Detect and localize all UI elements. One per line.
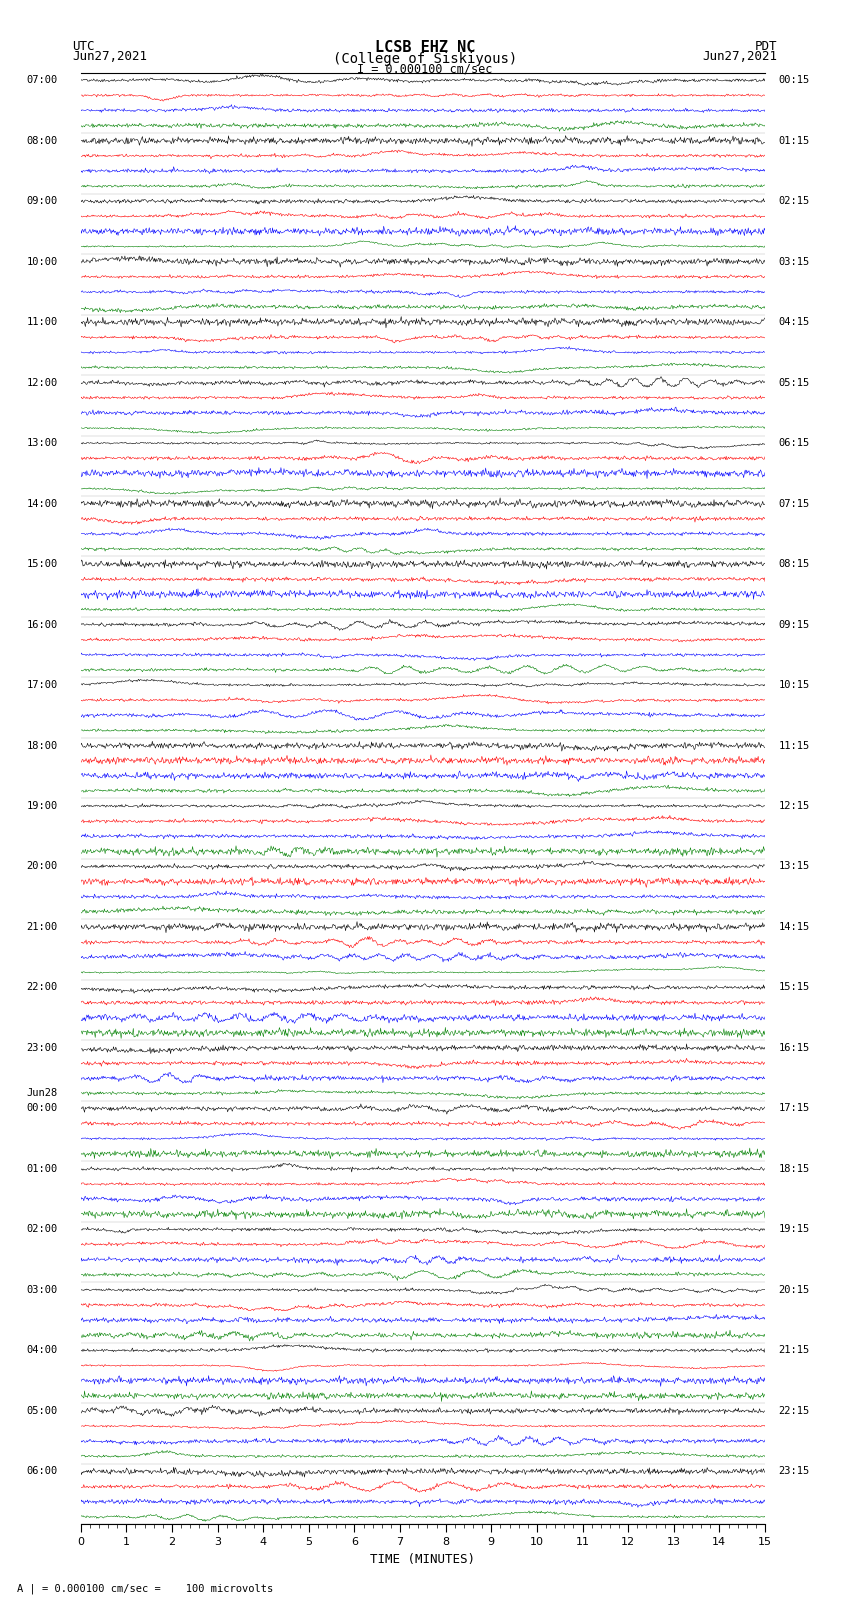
Text: 05:15: 05:15: [779, 377, 810, 387]
Text: 10:00: 10:00: [26, 256, 58, 266]
Text: 16:00: 16:00: [26, 619, 58, 629]
Text: 11:15: 11:15: [779, 740, 810, 750]
Text: 19:15: 19:15: [779, 1224, 810, 1234]
Text: A | = 0.000100 cm/sec =    100 microvolts: A | = 0.000100 cm/sec = 100 microvolts: [17, 1582, 273, 1594]
Text: 06:15: 06:15: [779, 439, 810, 448]
Text: 01:00: 01:00: [26, 1165, 58, 1174]
Text: 04:00: 04:00: [26, 1345, 58, 1355]
Text: 08:00: 08:00: [26, 135, 58, 145]
Text: 22:00: 22:00: [26, 982, 58, 992]
Text: 22:15: 22:15: [779, 1407, 810, 1416]
Text: 00:00: 00:00: [26, 1103, 58, 1113]
Text: 20:15: 20:15: [779, 1286, 810, 1295]
Text: 23:15: 23:15: [779, 1466, 810, 1476]
Text: 09:15: 09:15: [779, 619, 810, 629]
Text: 05:00: 05:00: [26, 1407, 58, 1416]
Text: 21:00: 21:00: [26, 923, 58, 932]
X-axis label: TIME (MINUTES): TIME (MINUTES): [371, 1553, 475, 1566]
Text: 02:00: 02:00: [26, 1224, 58, 1234]
Text: Jun27,2021: Jun27,2021: [72, 50, 147, 63]
Text: (College of Siskiyous): (College of Siskiyous): [333, 52, 517, 66]
Text: 17:15: 17:15: [779, 1103, 810, 1113]
Text: 13:15: 13:15: [779, 861, 810, 871]
Text: 23:00: 23:00: [26, 1044, 58, 1053]
Text: Jun27,2021: Jun27,2021: [703, 50, 778, 63]
Text: 07:15: 07:15: [779, 498, 810, 508]
Text: 20:00: 20:00: [26, 861, 58, 871]
Text: 13:00: 13:00: [26, 439, 58, 448]
Text: PDT: PDT: [756, 40, 778, 53]
Text: 17:00: 17:00: [26, 681, 58, 690]
Text: I = 0.000100 cm/sec: I = 0.000100 cm/sec: [357, 63, 493, 76]
Text: 01:15: 01:15: [779, 135, 810, 145]
Text: 14:15: 14:15: [779, 923, 810, 932]
Text: LCSB EHZ NC: LCSB EHZ NC: [375, 40, 475, 55]
Text: 10:15: 10:15: [779, 681, 810, 690]
Text: 15:00: 15:00: [26, 560, 58, 569]
Text: 07:00: 07:00: [26, 76, 58, 85]
Text: 12:00: 12:00: [26, 377, 58, 387]
Text: UTC: UTC: [72, 40, 94, 53]
Text: 15:15: 15:15: [779, 982, 810, 992]
Text: 18:00: 18:00: [26, 740, 58, 750]
Text: Jun28: Jun28: [26, 1089, 58, 1098]
Text: 09:00: 09:00: [26, 197, 58, 206]
Text: 14:00: 14:00: [26, 498, 58, 508]
Text: 06:00: 06:00: [26, 1466, 58, 1476]
Text: 21:15: 21:15: [779, 1345, 810, 1355]
Text: 02:15: 02:15: [779, 197, 810, 206]
Text: 16:15: 16:15: [779, 1044, 810, 1053]
Text: 12:15: 12:15: [779, 802, 810, 811]
Text: 03:15: 03:15: [779, 256, 810, 266]
Text: 00:15: 00:15: [779, 76, 810, 85]
Text: 03:00: 03:00: [26, 1286, 58, 1295]
Text: 11:00: 11:00: [26, 318, 58, 327]
Text: 08:15: 08:15: [779, 560, 810, 569]
Text: 18:15: 18:15: [779, 1165, 810, 1174]
Text: 04:15: 04:15: [779, 318, 810, 327]
Text: 19:00: 19:00: [26, 802, 58, 811]
